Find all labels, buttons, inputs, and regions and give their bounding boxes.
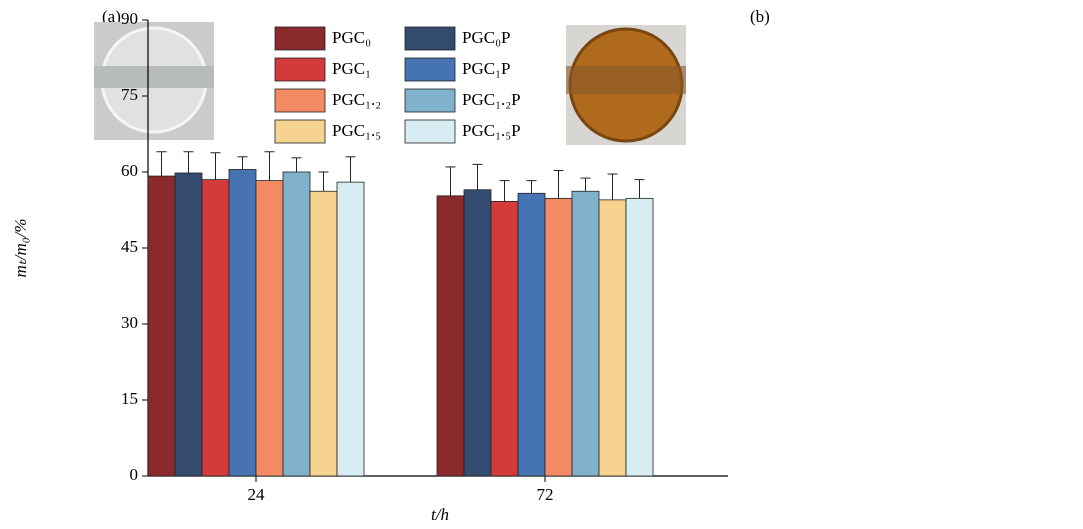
bar <box>228 169 257 477</box>
legend-label: PGC₁.₅ <box>332 121 381 140</box>
bar <box>436 195 465 477</box>
error-bar <box>264 151 275 181</box>
error-bar <box>318 171 329 192</box>
x-axis-label: t/h <box>431 505 449 524</box>
legend-label: PGC₁.₅P <box>462 121 521 140</box>
panel-label: (a) <box>102 7 121 26</box>
bar <box>463 189 492 477</box>
y-tick-label: 30 <box>121 313 138 332</box>
error-bar <box>472 163 483 190</box>
y-tick-label: 0 <box>130 465 139 484</box>
x-tick-label: 24 <box>248 485 266 504</box>
photo-brown-film <box>566 25 686 145</box>
error-bar <box>445 166 456 196</box>
legend-swatch <box>274 88 326 113</box>
legend-swatch <box>404 88 456 113</box>
y-axis-label: mₜ/m₀/% <box>11 218 30 277</box>
error-bar <box>553 169 564 199</box>
bar <box>571 190 600 477</box>
error-bar <box>156 151 167 177</box>
error-bar <box>345 156 356 183</box>
photo-transparent-film <box>94 22 214 140</box>
legend-label: PGC₀P <box>462 28 510 47</box>
error-bar <box>210 152 221 180</box>
bar <box>598 199 627 477</box>
bar <box>282 171 311 477</box>
bar <box>147 175 176 477</box>
legend-label: PGC₁.₂ <box>332 90 381 109</box>
error-bar <box>183 151 194 174</box>
legend-swatch <box>404 26 456 51</box>
y-tick-label: 75 <box>121 85 138 104</box>
bar <box>174 172 203 477</box>
panel-label: (b) <box>750 7 770 26</box>
bar <box>309 190 338 477</box>
legend-label: PGC₁.₂P <box>462 90 521 109</box>
error-bar <box>526 180 537 194</box>
bar <box>517 192 546 477</box>
y-tick-label: 45 <box>121 237 138 256</box>
x-tick-label: 72 <box>537 485 554 504</box>
bar <box>255 180 284 477</box>
error-bar <box>580 177 591 192</box>
error-bar <box>634 179 645 199</box>
bar <box>490 200 519 477</box>
error-bar <box>237 156 248 170</box>
legend-swatch <box>274 57 326 82</box>
legend-swatch <box>404 119 456 144</box>
legend-swatch <box>274 26 326 51</box>
error-bar <box>291 157 302 172</box>
error-bar <box>499 180 510 202</box>
y-tick-label: 90 <box>121 9 138 28</box>
legend-label: PGC₁ <box>332 59 371 78</box>
bar <box>625 197 654 477</box>
y-tick-label: 60 <box>121 161 138 180</box>
y-tick-label: 15 <box>121 389 138 408</box>
legend-swatch <box>404 57 456 82</box>
bar <box>336 181 365 477</box>
legend-swatch <box>274 119 326 144</box>
legend-label: PGC₁P <box>462 59 510 78</box>
bar <box>201 179 230 477</box>
error-bar <box>607 173 618 200</box>
legend-label: PGC₀ <box>332 28 371 47</box>
bar <box>544 197 573 477</box>
